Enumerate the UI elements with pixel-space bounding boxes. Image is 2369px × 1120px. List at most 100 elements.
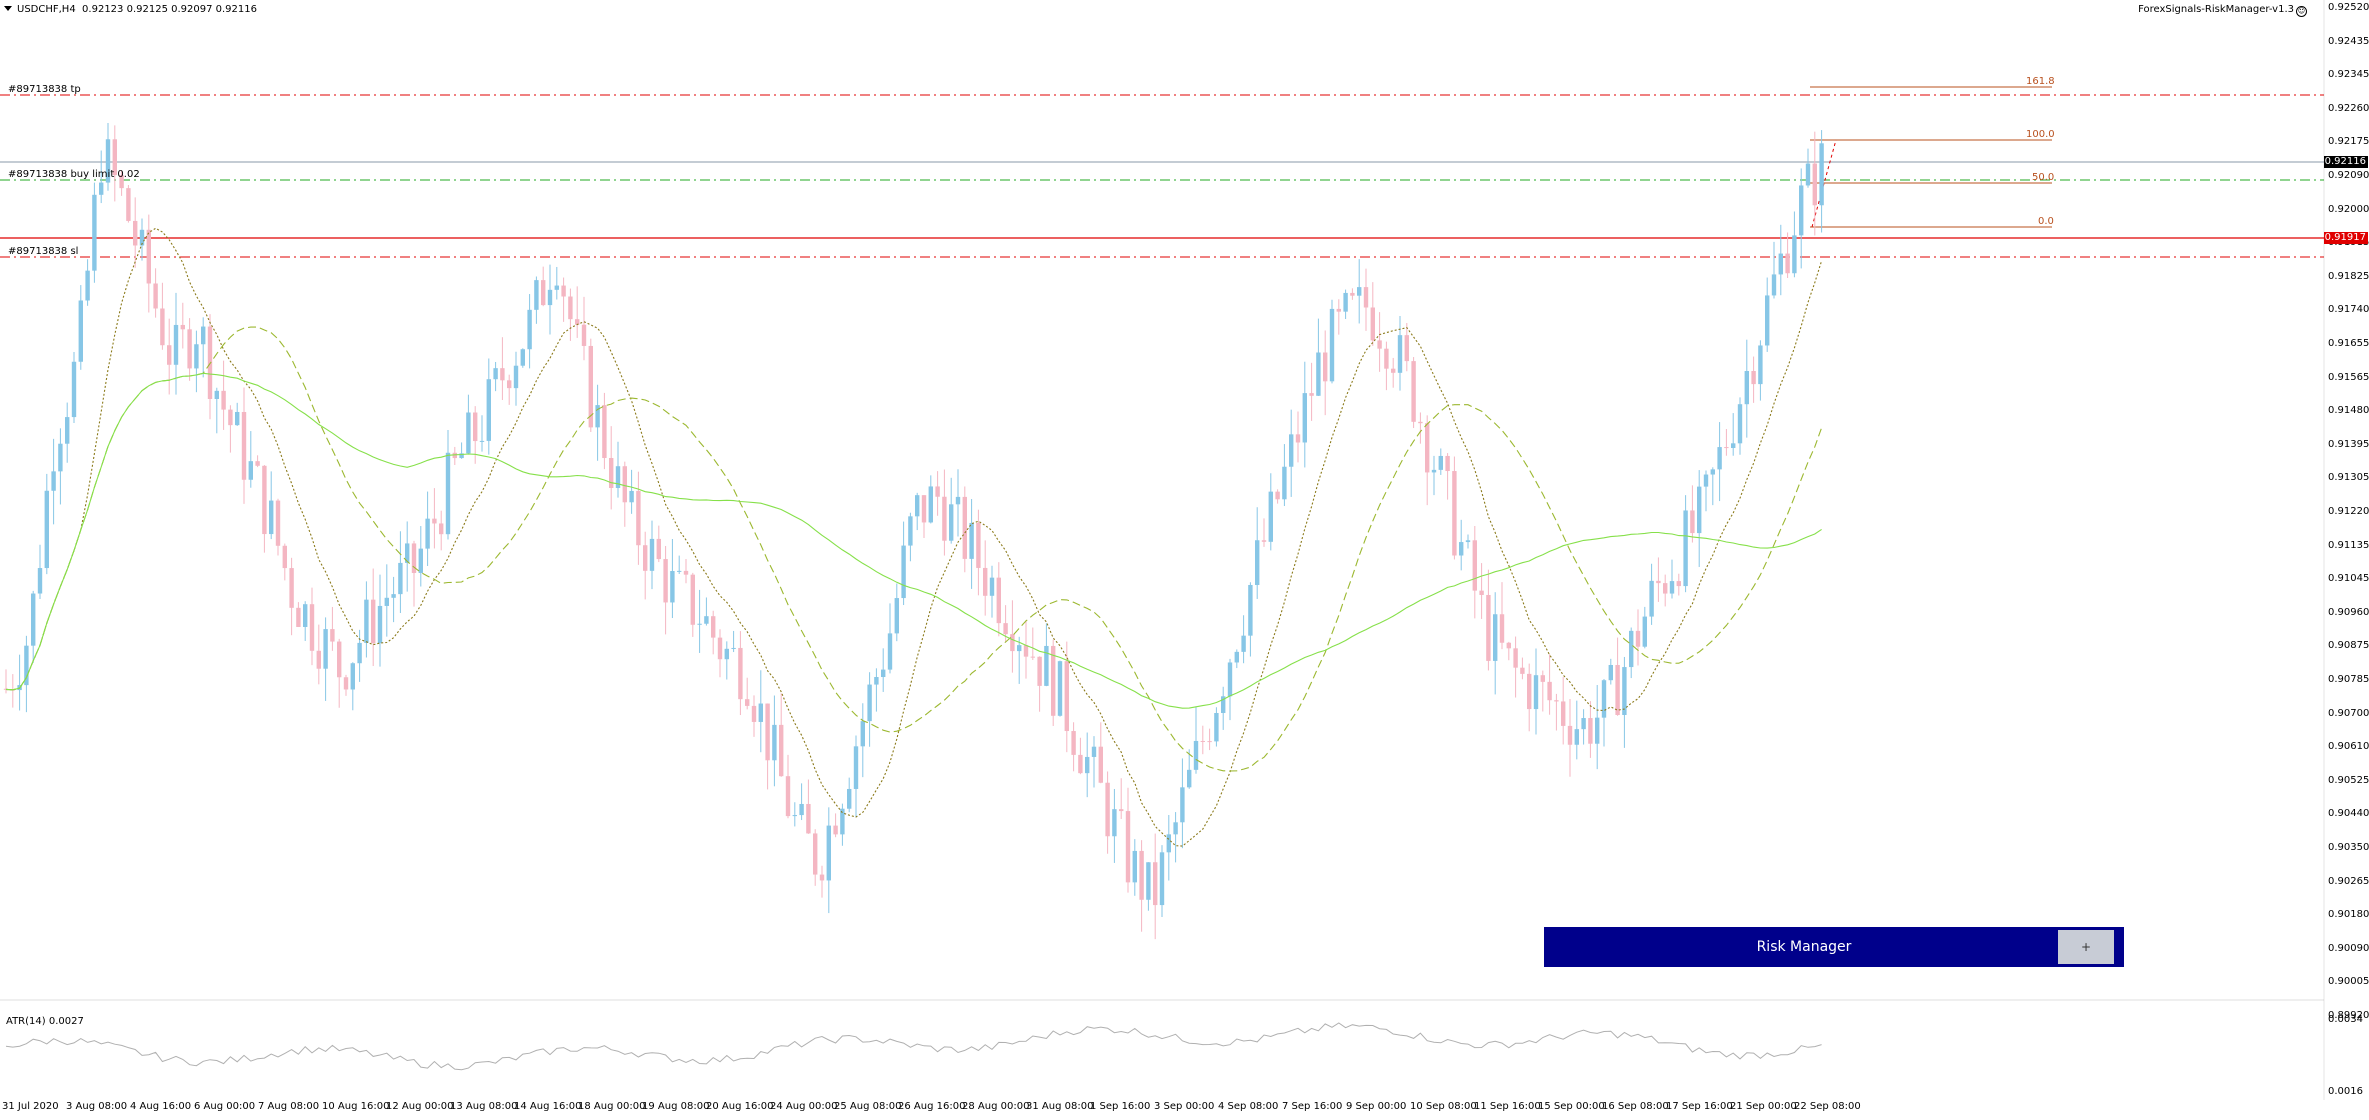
candle-body [445, 452, 451, 535]
candle-body [1724, 447, 1729, 449]
candle-body [1329, 308, 1335, 382]
risk-manager-panel[interactable]: Risk Manager + [1544, 927, 2124, 967]
ea-name: ForexSignals-RiskManager-v1.3 [2138, 4, 2294, 15]
candle-body [887, 633, 893, 670]
collapse-triangle-icon[interactable] [4, 6, 12, 11]
price-axis-label: 0.92520 [2328, 2, 2369, 13]
candle-body [1098, 746, 1103, 783]
candle-body [1561, 701, 1566, 726]
candle-body [1819, 143, 1824, 206]
time-axis-label: 31 Aug 08:00 [1026, 1101, 1094, 1112]
candle-body [704, 616, 709, 624]
ma-slow-line [5, 372, 1822, 709]
candle-body [1588, 718, 1593, 744]
time-axis-label: 9 Sep 00:00 [1346, 1101, 1407, 1112]
candle-body [289, 568, 294, 608]
candle-body [479, 440, 485, 442]
candle-body [398, 562, 403, 595]
candle-body [1717, 447, 1722, 470]
time-axis-label: 4 Aug 16:00 [130, 1101, 192, 1112]
ea-label[interactable]: ForexSignals-RiskManager-v1.3 ☺ [2138, 4, 2307, 17]
candle-body [1207, 741, 1212, 743]
time-axis-label: 6 Aug 00:00 [194, 1101, 256, 1112]
order-levels [0, 94, 2324, 258]
candle-body [738, 647, 743, 700]
price-axis-label: 0.92175 [2328, 136, 2369, 148]
atr-line [5, 1022, 1822, 1071]
price-axis-label: 0.92090 [2328, 170, 2369, 181]
time-axis-label: 24 Aug 00:00 [770, 1101, 838, 1112]
candle-body [1139, 850, 1144, 900]
risk-manager-expand-button[interactable]: + [2058, 930, 2114, 964]
risk-manager-title[interactable]: Risk Manager [1756, 939, 1852, 955]
price-axis-label: 0.90090 [2328, 942, 2369, 954]
candle-body [1683, 510, 1688, 587]
candle-body [187, 329, 192, 369]
tp-label[interactable]: #89713838 tp [8, 84, 81, 95]
candle-body [1336, 308, 1341, 312]
atr-axis-bottom: 0.0016 [2328, 1086, 2363, 1097]
candle-body [391, 594, 396, 598]
price-axis-label: 0.91395 [2328, 438, 2369, 450]
candle-body [364, 599, 369, 643]
candle-body [337, 641, 342, 678]
candle-body [384, 597, 389, 606]
candle-body [955, 496, 961, 505]
candle-body [1615, 664, 1620, 715]
fibonacci-retracement[interactable] [1810, 86, 2052, 228]
candle-body [1438, 455, 1443, 470]
sl-label[interactable]: #89713838 sl [8, 246, 79, 257]
time-axis-label: 12 Aug 00:00 [386, 1101, 454, 1112]
candle-body [758, 703, 763, 722]
candle-body [1003, 623, 1008, 635]
candle-body [323, 629, 328, 669]
price-axis-label: 0.91655 [2328, 338, 2369, 349]
candle-body [874, 677, 879, 685]
candle-body [248, 461, 253, 480]
candle-body [493, 368, 498, 380]
time-axis-label: 14 Aug 16:00 [514, 1101, 582, 1112]
candle-body [513, 365, 519, 389]
moving-averages [5, 227, 1823, 847]
candle-body [915, 495, 920, 517]
candle-body [343, 677, 349, 690]
candle-body [1275, 491, 1280, 500]
entry-label[interactable]: #89713838 buy limit 0.02 [8, 169, 140, 180]
candle-body [609, 458, 614, 488]
candle-body [1200, 740, 1205, 742]
candle-body [1425, 423, 1430, 473]
candle-body [894, 598, 899, 634]
candle-body [139, 229, 145, 246]
candle-body [1091, 746, 1097, 757]
time-axis-label: 1 Sep 16:00 [1090, 1101, 1151, 1112]
candle-body [561, 285, 566, 297]
fibo-label-0: 0.0 [2038, 216, 2054, 227]
candle-body [853, 746, 859, 789]
candle-body [173, 324, 179, 365]
candle-body [1459, 542, 1464, 556]
ma-mid-line [5, 326, 1823, 772]
candle-body [581, 324, 587, 346]
candle-body [1132, 850, 1137, 883]
candle-body [928, 486, 933, 523]
candle-body [1799, 185, 1804, 236]
candle-body [405, 543, 410, 563]
candle-body [1601, 680, 1607, 718]
candle-body [1017, 645, 1022, 652]
candle-body [731, 647, 736, 649]
candle-body [71, 361, 77, 418]
candle-body [636, 490, 641, 546]
candle-body [1792, 235, 1797, 274]
candle-body [1771, 274, 1777, 296]
candle-body [799, 803, 804, 816]
time-axis-label: 7 Aug 08:00 [258, 1101, 320, 1112]
candle-body [1479, 590, 1484, 595]
candle-body [1064, 661, 1069, 732]
candle-body [486, 379, 491, 441]
candle-body [1241, 635, 1246, 652]
candle-body [167, 345, 172, 365]
candles [3, 122, 1824, 940]
candle-body [860, 721, 865, 747]
time-axis-label: 25 Aug 08:00 [834, 1101, 902, 1112]
